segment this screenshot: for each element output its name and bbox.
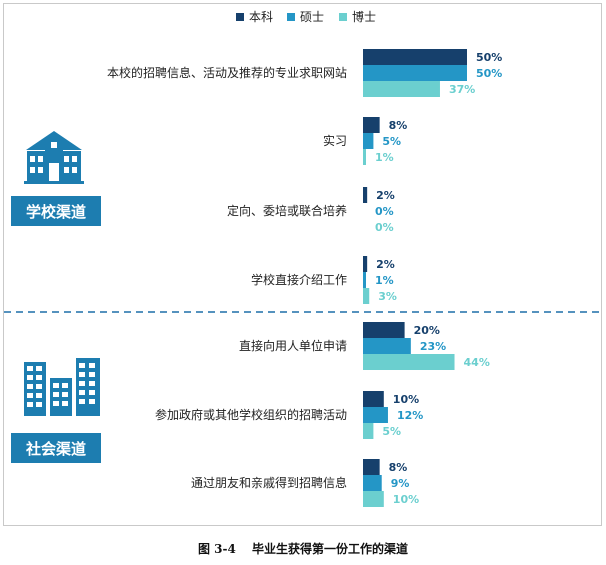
data-label: 2% bbox=[376, 189, 395, 202]
data-label: 9% bbox=[391, 477, 410, 490]
figure-title: 毕业生获得第一份工作的渠道 bbox=[252, 542, 409, 556]
category-label: 直接向用人单位申请 bbox=[239, 338, 347, 353]
data-label: 1% bbox=[375, 151, 394, 164]
group-box-school bbox=[11, 196, 101, 226]
city-buildings-icon-window bbox=[53, 383, 59, 388]
city-buildings-icon-window bbox=[36, 393, 42, 398]
data-label: 8% bbox=[389, 461, 408, 474]
data-label: 44% bbox=[464, 356, 490, 369]
category-label: 定向、委培或联合培养 bbox=[227, 203, 347, 218]
bar bbox=[363, 423, 374, 439]
city-buildings-icon-window bbox=[27, 393, 33, 398]
city-buildings-icon-window bbox=[62, 392, 68, 397]
bar bbox=[363, 133, 374, 149]
school-building-icon-window bbox=[72, 167, 77, 173]
school-building-icon-window bbox=[64, 167, 69, 173]
bar bbox=[363, 117, 380, 133]
category-label: 通过朋友和亲戚得到招聘信息 bbox=[191, 475, 347, 490]
bar bbox=[363, 338, 411, 354]
category-label: 实习 bbox=[323, 133, 347, 148]
legend-swatch-2 bbox=[287, 13, 295, 21]
data-label: 23% bbox=[420, 340, 446, 353]
school-building-icon-window bbox=[30, 167, 35, 173]
group-label-school: 学校渠道 bbox=[26, 203, 86, 221]
city-buildings-icon-window bbox=[89, 381, 95, 386]
data-label: 3% bbox=[378, 290, 397, 303]
figure-number: 图 3-4 bbox=[197, 542, 236, 556]
school-building-icon-window bbox=[38, 156, 43, 162]
city-buildings-icon-window bbox=[79, 390, 85, 395]
school-building-icon-window bbox=[64, 156, 69, 162]
city-buildings-icon-window bbox=[89, 399, 95, 404]
category-label: 本校的招聘信息、活动及推荐的专业求职网站 bbox=[107, 65, 347, 80]
bar bbox=[363, 491, 384, 507]
bar bbox=[363, 149, 366, 165]
city-buildings-icon-window bbox=[79, 372, 85, 377]
data-label: 20% bbox=[414, 324, 440, 337]
legend-label-2: 硕士 bbox=[300, 10, 324, 24]
chart-frame bbox=[3, 3, 602, 526]
city-buildings-icon-window bbox=[89, 363, 95, 368]
bar bbox=[363, 49, 467, 65]
school-building-icon-window bbox=[51, 142, 57, 148]
bar bbox=[363, 65, 467, 81]
city-buildings-icon-window bbox=[53, 401, 59, 406]
bar bbox=[363, 288, 370, 304]
data-label: 8% bbox=[389, 119, 408, 132]
data-label: 37% bbox=[449, 83, 475, 96]
data-label: 5% bbox=[382, 425, 401, 438]
data-label: 10% bbox=[393, 493, 419, 506]
city-buildings-icon-window bbox=[27, 375, 33, 380]
bar bbox=[363, 354, 455, 370]
city-buildings-icon-window bbox=[62, 383, 68, 388]
data-label: 50% bbox=[476, 51, 502, 64]
bar bbox=[363, 272, 366, 288]
category-label: 学校直接介绍工作 bbox=[251, 272, 347, 287]
data-label: 10% bbox=[393, 393, 419, 406]
city-buildings-icon-window bbox=[79, 381, 85, 386]
legend-label-3: 博士 bbox=[352, 9, 376, 24]
group-label-society: 社会渠道 bbox=[25, 440, 86, 458]
bar bbox=[363, 407, 388, 423]
city-buildings-icon-window bbox=[36, 402, 42, 407]
city-buildings-icon-window bbox=[36, 384, 42, 389]
bar bbox=[363, 459, 380, 475]
city-buildings-icon-window bbox=[27, 402, 33, 407]
data-label: 50% bbox=[476, 67, 502, 80]
school-building-icon-window bbox=[30, 156, 35, 162]
legend-swatch-1 bbox=[236, 13, 244, 21]
city-buildings-icon-window bbox=[36, 375, 42, 380]
legend-label-1: 本科 bbox=[249, 10, 273, 24]
bar-chart: 本科 硕士 博士本校的招聘信息、活动及推荐的专业求职网站50%50%37%实习8%5… bbox=[4, 9, 600, 507]
city-buildings-icon-window bbox=[89, 390, 95, 395]
school-building-icon-window bbox=[72, 156, 77, 162]
legend-swatch-3 bbox=[339, 13, 347, 21]
school-building-icon-door bbox=[49, 163, 59, 181]
bar bbox=[363, 322, 405, 338]
city-buildings-icon-window bbox=[27, 384, 33, 389]
data-label: 0% bbox=[375, 221, 394, 234]
category-label: 参加政府或其他学校组织的招聘活动 bbox=[155, 407, 347, 422]
bar bbox=[363, 391, 384, 407]
school-building-icon-base bbox=[24, 181, 84, 184]
city-buildings-icon-window bbox=[36, 366, 42, 371]
school-building-icon-window bbox=[38, 167, 43, 173]
city-buildings-icon-window bbox=[89, 372, 95, 377]
data-label: 5% bbox=[382, 135, 401, 148]
bar bbox=[363, 81, 440, 97]
city-buildings-icon-window bbox=[79, 363, 85, 368]
data-label: 1% bbox=[375, 274, 394, 287]
data-label: 12% bbox=[397, 409, 423, 422]
city-buildings-icon-window bbox=[62, 401, 68, 406]
city-buildings-icon-window bbox=[53, 392, 59, 397]
city-buildings-icon-window bbox=[27, 366, 33, 371]
group-box-society bbox=[11, 433, 101, 463]
data-label: 0% bbox=[375, 205, 394, 218]
bar bbox=[363, 475, 382, 491]
bar bbox=[363, 256, 368, 272]
data-label: 2% bbox=[376, 258, 395, 271]
bar bbox=[363, 187, 368, 203]
figure-caption: 图 3-4 毕业生获得第一份工作的渠道 bbox=[0, 540, 606, 557]
city-buildings-icon-window bbox=[79, 399, 85, 404]
